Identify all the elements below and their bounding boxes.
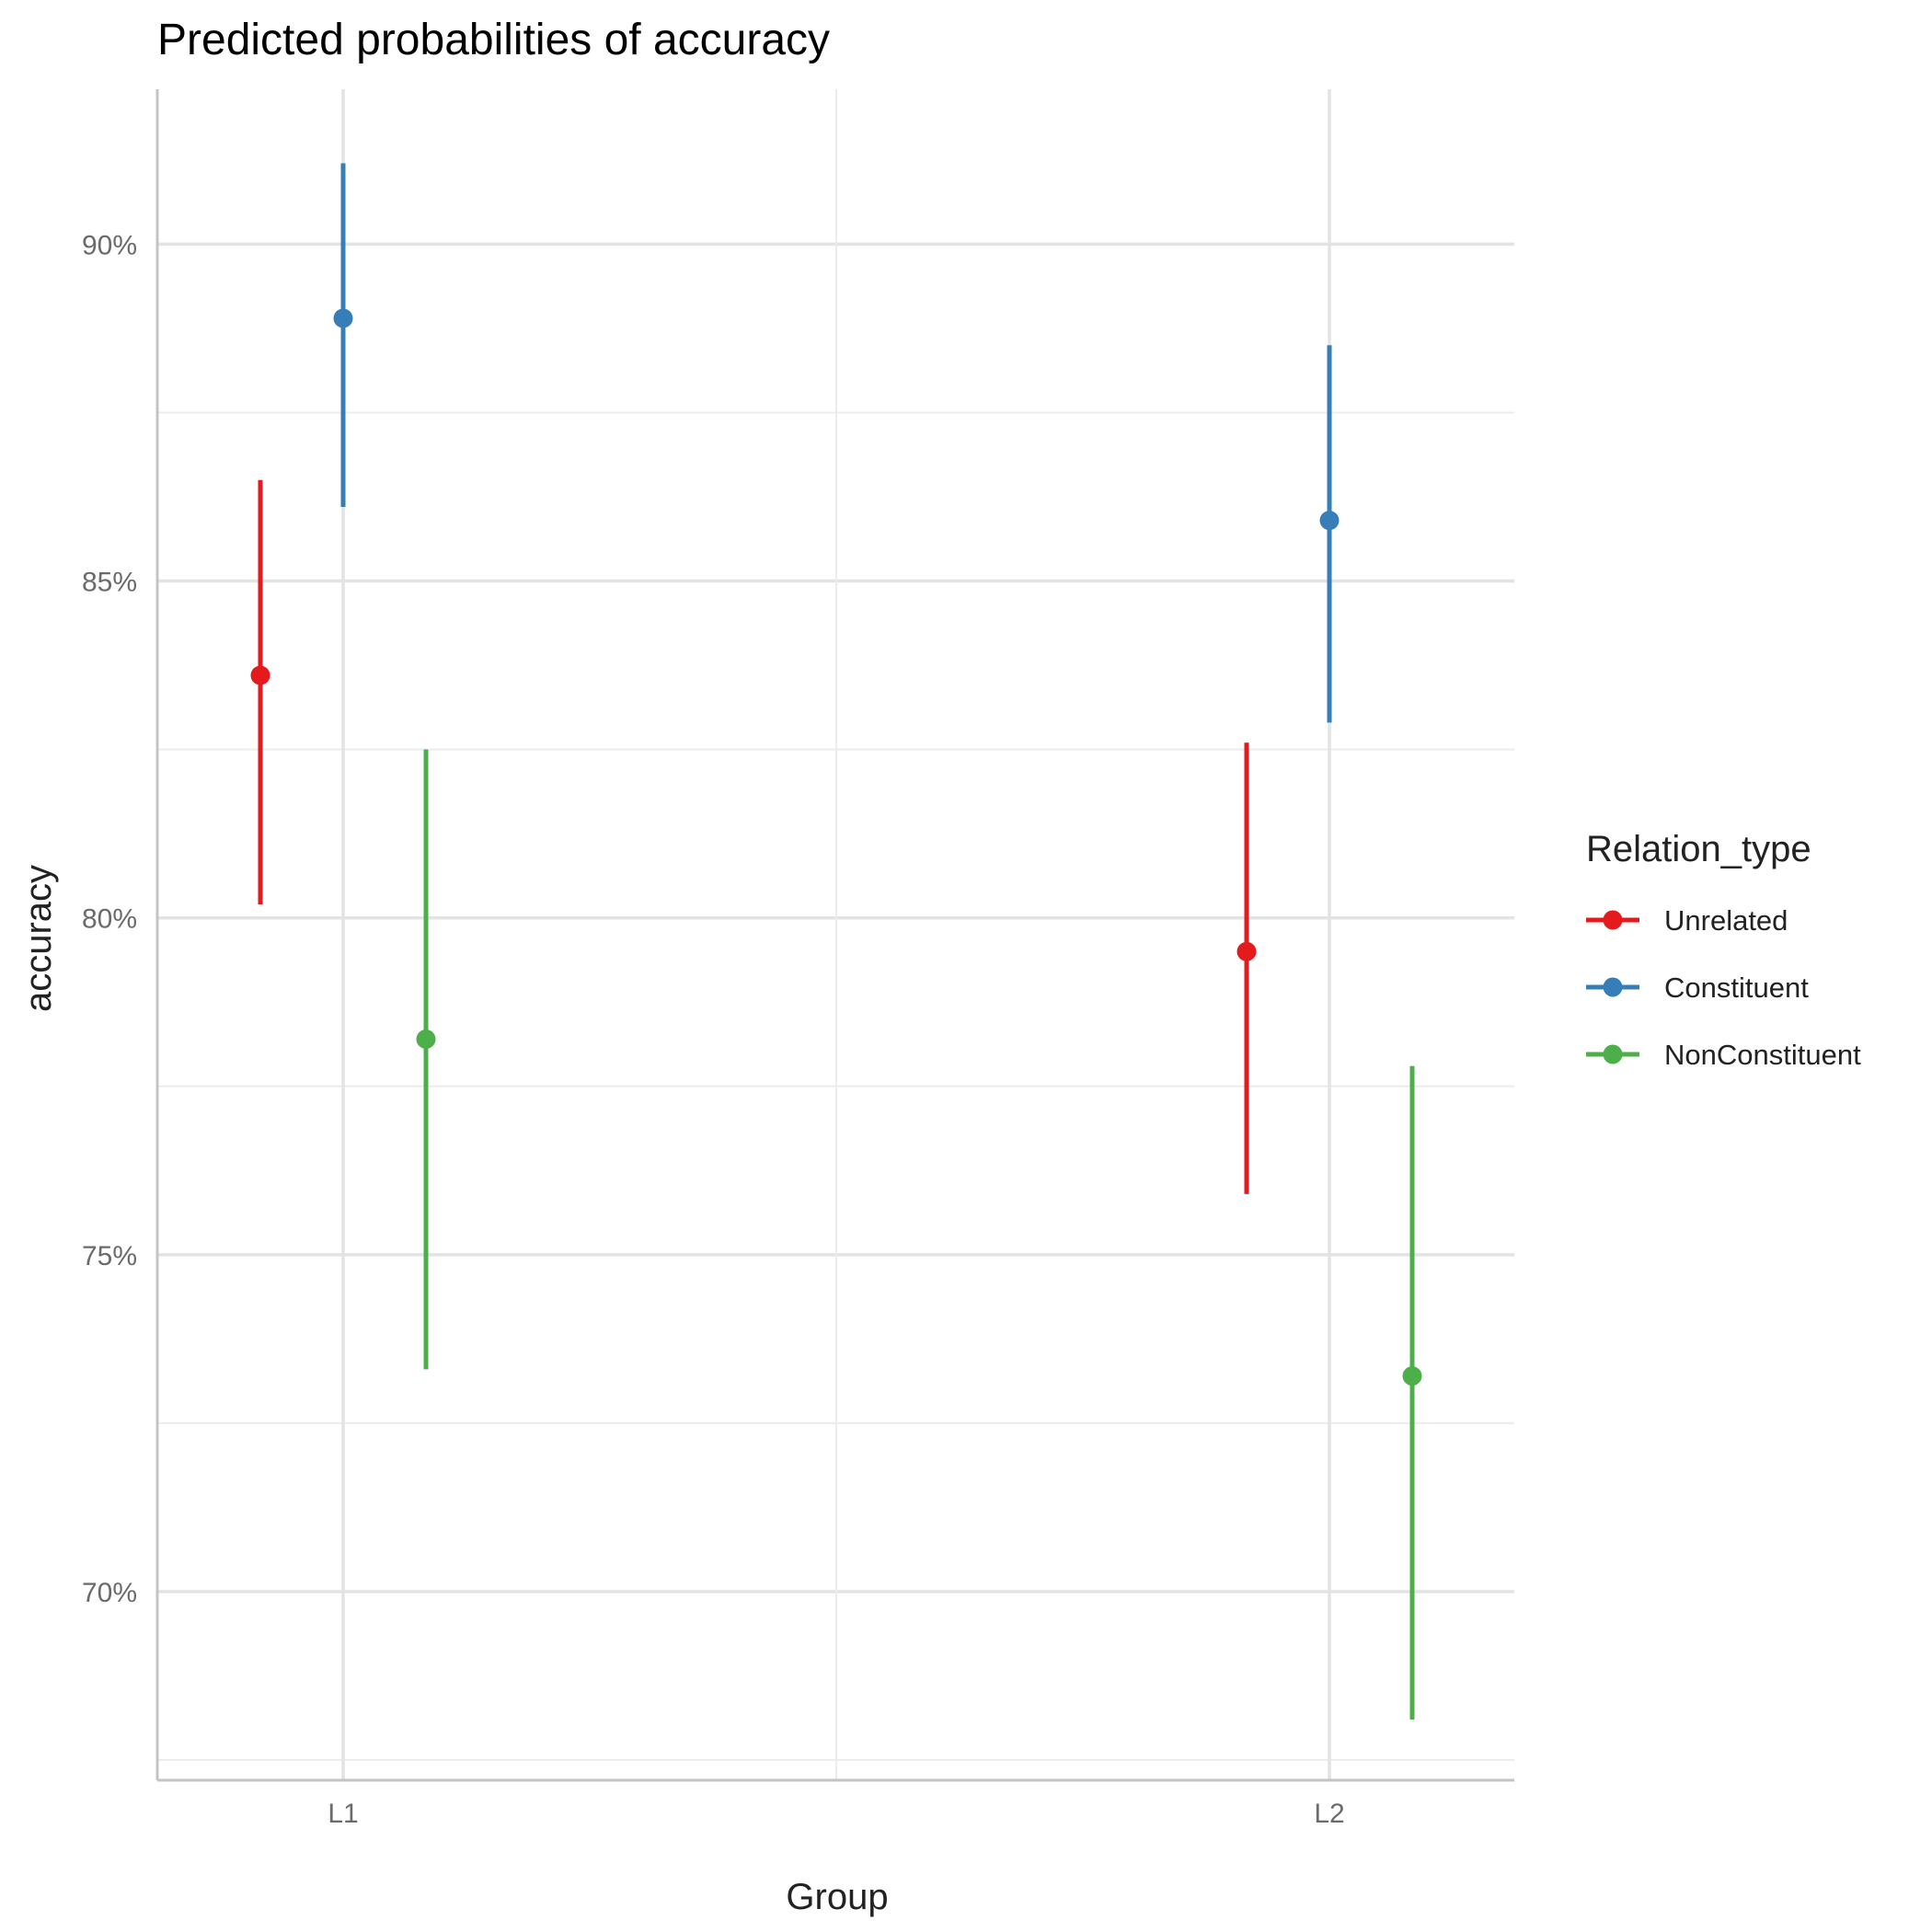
legend-title: Relation_type	[1586, 829, 1811, 869]
marks-layer	[250, 163, 1422, 1720]
axes-layer	[155, 89, 1514, 1782]
legend-point-key	[1603, 977, 1623, 997]
y-axis-title: accuracy	[18, 865, 59, 1012]
legend-label: Unrelated	[1664, 904, 1788, 937]
labels-layer: 70% 75% 80% 85% 90% L1 L2	[82, 230, 1345, 1829]
legend-item-constituent: Constituent	[1586, 972, 1809, 1004]
y-tick-label: 90%	[82, 230, 137, 260]
y-tick-label: 70%	[82, 1578, 137, 1608]
legend-label: Constituent	[1664, 972, 1809, 1004]
data-point	[250, 665, 270, 685]
x-axis-title: Group	[786, 1877, 888, 1917]
data-point	[1319, 511, 1340, 531]
series-nonconstituent	[416, 749, 1422, 1720]
x-tick-label: L1	[328, 1799, 358, 1829]
y-tick-label: 80%	[82, 904, 137, 935]
y-tick-label: 85%	[82, 568, 137, 598]
series-constituent	[333, 163, 1340, 723]
legend-point-key	[1603, 910, 1623, 930]
x-tick-label: L2	[1314, 1799, 1344, 1829]
chart-title: Predicted probabilities of accuracy	[157, 16, 830, 64]
legend-item-unrelated: Unrelated	[1586, 904, 1788, 937]
data-point	[1236, 941, 1257, 961]
legend-label: NonConstituent	[1664, 1039, 1861, 1071]
series-unrelated	[250, 479, 1257, 1194]
y-tick-label: 75%	[82, 1241, 137, 1271]
legend: Unrelated Constituent NonConstituent	[1586, 904, 1861, 1071]
legend-item-nonconstituent: NonConstituent	[1586, 1039, 1861, 1071]
legend-point-key	[1603, 1044, 1623, 1064]
data-point	[1402, 1366, 1422, 1386]
data-point	[416, 1029, 436, 1050]
data-point	[333, 308, 353, 328]
